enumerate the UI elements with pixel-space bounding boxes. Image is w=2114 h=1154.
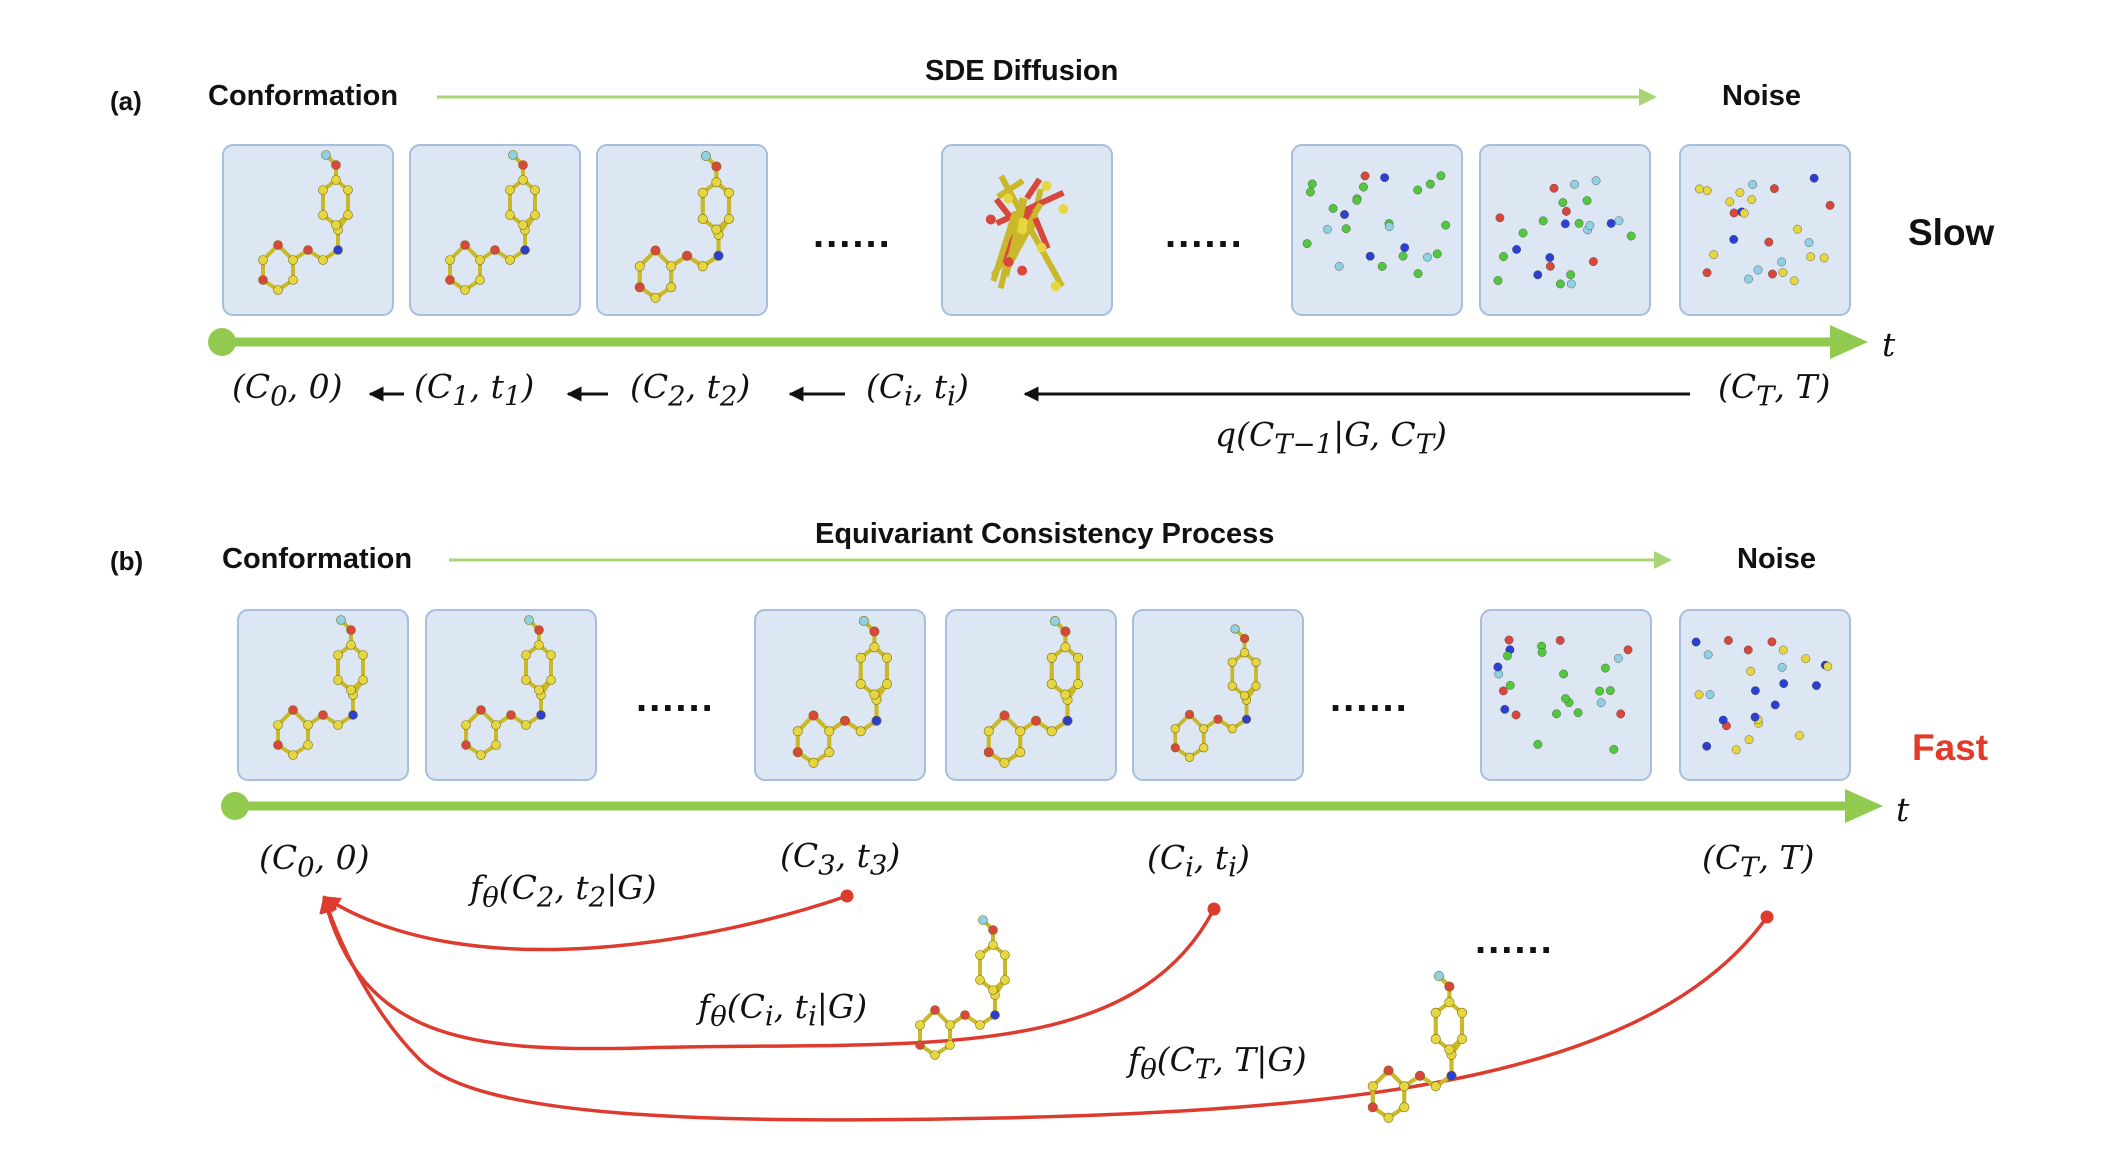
final-prediction-molecule-icon <box>1367 970 1468 1123</box>
consistency-shortcuts <box>319 889 1774 1122</box>
partially-perturbed-molecule-icon <box>945 609 1117 781</box>
time-axis-b-label: t <box>1896 790 1910 829</box>
shortcut-start-dot-ti <box>1207 902 1221 916</box>
panel-a-ellipsis-2: ...... <box>1165 212 1244 256</box>
partially-perturbed-molecule-icon <box>596 144 768 316</box>
intermediate-prediction-molecule-icon <box>915 915 1010 1060</box>
shortcut-start-dot-t3 <box>840 889 854 903</box>
scattered-atoms-icon <box>1479 144 1651 316</box>
folded-molecule-icon <box>237 609 409 781</box>
frames-row-a <box>222 144 1851 316</box>
time-axis-b <box>221 789 1883 823</box>
random-noise-atoms-icon <box>1679 609 1851 781</box>
panel-a-process-label: SDE Diffusion <box>925 55 1119 87</box>
time-axis-a <box>208 325 1868 359</box>
panel-a-tag: (a) <box>110 86 142 116</box>
shortcut-start-dot-T <box>1760 910 1774 924</box>
shortcut-arrow-from-T <box>320 895 1769 1122</box>
state-a-c2: (C2, t2) <box>630 367 751 413</box>
folded-molecule-icon <box>409 144 581 316</box>
reverse-step-label: q(CT−1|G, CT) <box>1215 415 1447 461</box>
state-b-c0: (C0, 0) <box>259 838 370 884</box>
unfolding-molecule-icon <box>1132 609 1304 781</box>
panel-b-ellipsis-2: ...... <box>1330 676 1409 720</box>
consistency-map-label-t2: fθ(C2, t2|G) <box>470 868 657 914</box>
panel-b-ellipsis-1: ...... <box>636 676 715 720</box>
state-b-c3: (C3, t3) <box>780 836 901 882</box>
tangled-molecule-icon <box>941 144 1113 316</box>
state-b-ci: (Ci, ti) <box>1147 838 1250 884</box>
consistency-map-label-T: fθ(CT, T|G) <box>1128 1040 1307 1086</box>
frames-row-b <box>237 609 1851 781</box>
folded-molecule-icon <box>222 144 394 316</box>
random-noise-atoms-icon <box>1679 144 1851 316</box>
folded-molecule-icon <box>425 609 597 781</box>
time-axis-a-label: t <box>1882 325 1896 364</box>
slow-label: Slow <box>1908 212 1995 253</box>
scattered-atoms-icon <box>1480 609 1652 781</box>
panel-a-ellipsis-1: ...... <box>813 212 892 256</box>
shortcut-arrow-from-t3 <box>322 894 848 952</box>
panel-b-end-label: Noise <box>1737 543 1816 575</box>
partially-perturbed-molecule-icon <box>754 609 926 781</box>
panel-a-start-label: Conformation <box>208 80 399 112</box>
panel-b-ellipsis-3: ...... <box>1475 918 1554 962</box>
panel-a-end-label: Noise <box>1722 80 1801 112</box>
consistency-map-label-ti: fθ(Ci, ti|G) <box>698 987 868 1033</box>
state-a-cT: (CT, T) <box>1718 367 1831 413</box>
panel-b-tag: (b) <box>110 546 144 576</box>
fast-label: Fast <box>1912 727 1989 768</box>
state-a-c1: (C1, t1) <box>414 367 535 413</box>
panel-b-process-label: Equivariant Consistency Process <box>815 518 1275 550</box>
shortcut-arrow-from-ti <box>319 895 1216 1051</box>
state-b-cT: (CT, T) <box>1702 838 1815 884</box>
state-a-c0: (C0, 0) <box>232 367 343 413</box>
panel-b-start-label: Conformation <box>222 543 413 575</box>
scattered-atoms-icon <box>1291 144 1463 316</box>
state-a-ci: (Ci, ti) <box>866 367 969 413</box>
